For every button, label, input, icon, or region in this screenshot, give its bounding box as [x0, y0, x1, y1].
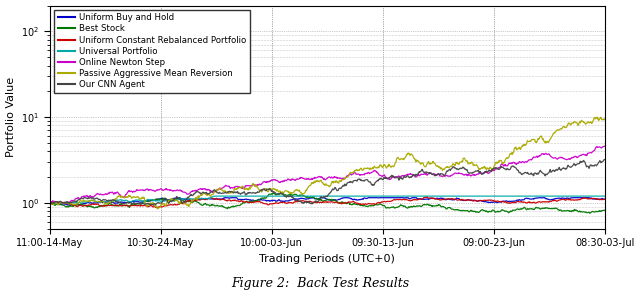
X-axis label: Trading Periods (UTC+0): Trading Periods (UTC+0) — [259, 254, 396, 264]
Text: Figure 2:  Back Test Results: Figure 2: Back Test Results — [231, 277, 409, 290]
Y-axis label: Portfolio Value: Portfolio Value — [6, 77, 15, 157]
Legend: Uniform Buy and Hold, Best Stock, Uniform Constant Rebalanced Portfolio, Univers: Uniform Buy and Hold, Best Stock, Unifor… — [54, 10, 250, 93]
